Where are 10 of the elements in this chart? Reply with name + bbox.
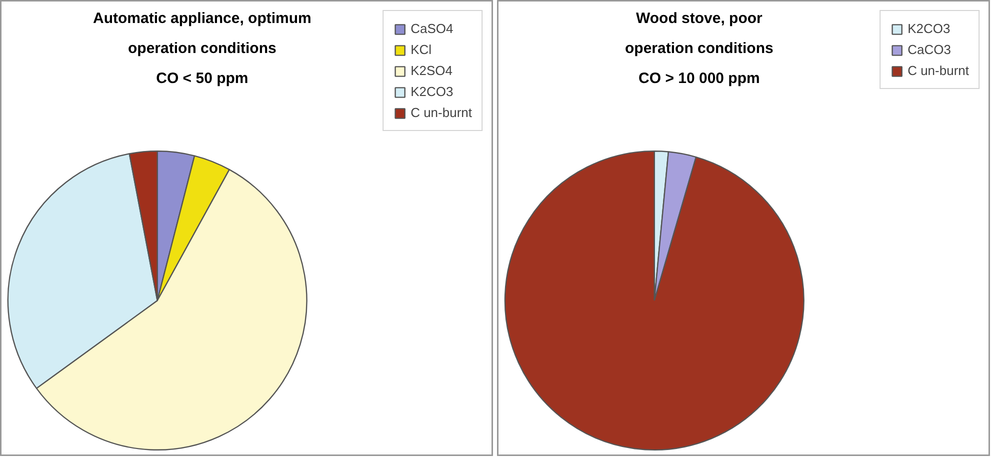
legend-label: C un-burnt bbox=[908, 63, 969, 78]
legend-label: CaCO3 bbox=[908, 42, 951, 57]
legend-label: K2SO4 bbox=[410, 63, 452, 78]
legend-label: K2CO3 bbox=[908, 21, 950, 36]
legend-label: K2CO3 bbox=[410, 84, 454, 99]
legend-label: C un-burnt bbox=[410, 105, 472, 120]
text: Wood stove, poor operation conditions CO > 10 000 ppm bbox=[625, 10, 774, 87]
legend-label: CaSO4 bbox=[410, 21, 454, 36]
text: Automatic appliance, optimum operation conditions CO < 50 ppm bbox=[93, 10, 312, 87]
legend-label: KCl bbox=[410, 42, 432, 57]
